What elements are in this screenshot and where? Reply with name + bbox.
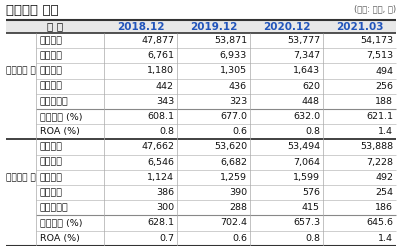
Text: 448: 448 bbox=[302, 97, 320, 106]
Text: 323: 323 bbox=[229, 97, 247, 106]
Text: (단위: 억원, 배): (단위: 억원, 배) bbox=[354, 4, 396, 13]
Text: 2020.12: 2020.12 bbox=[263, 21, 310, 31]
Text: 620: 620 bbox=[302, 82, 320, 91]
Text: ROA (%): ROA (%) bbox=[40, 127, 80, 136]
Text: 자본총계: 자본총계 bbox=[40, 51, 63, 60]
Text: 0.6: 0.6 bbox=[232, 127, 247, 136]
Text: 영업이익: 영업이익 bbox=[40, 66, 63, 76]
Text: 0.7: 0.7 bbox=[159, 234, 174, 243]
Text: 390: 390 bbox=[229, 188, 247, 197]
Text: 자본총계: 자본총계 bbox=[40, 158, 63, 167]
Text: 세전이익: 세전이익 bbox=[40, 188, 63, 197]
Bar bbox=[6, 20, 396, 33]
Text: 1.4: 1.4 bbox=[378, 234, 393, 243]
Text: 부채비율 (%): 부채비율 (%) bbox=[40, 218, 82, 228]
Text: 7,347: 7,347 bbox=[293, 51, 320, 60]
Text: 343: 343 bbox=[156, 97, 174, 106]
Text: 54,173: 54,173 bbox=[360, 36, 393, 45]
Text: 당기순이익: 당기순이익 bbox=[40, 203, 69, 212]
Text: 0.6: 0.6 bbox=[232, 234, 247, 243]
Text: 621.1: 621.1 bbox=[366, 112, 393, 121]
Text: 702.4: 702.4 bbox=[220, 218, 247, 228]
Text: 415: 415 bbox=[302, 203, 320, 212]
Text: 53,777: 53,777 bbox=[287, 36, 320, 45]
Text: 부채비율 (%): 부채비율 (%) bbox=[40, 112, 82, 121]
Text: 1,599: 1,599 bbox=[293, 173, 320, 182]
Text: 53,888: 53,888 bbox=[360, 142, 393, 152]
Text: 2018.12: 2018.12 bbox=[117, 21, 164, 31]
Text: 자산총계: 자산총계 bbox=[40, 36, 63, 45]
Text: 628.1: 628.1 bbox=[147, 218, 174, 228]
Text: 0.8: 0.8 bbox=[305, 234, 320, 243]
Text: 자산총계: 자산총계 bbox=[40, 142, 63, 152]
Text: 6,546: 6,546 bbox=[147, 158, 174, 167]
Text: 254: 254 bbox=[375, 188, 393, 197]
Text: 300: 300 bbox=[156, 203, 174, 212]
Text: 1,643: 1,643 bbox=[293, 66, 320, 76]
Text: 영업이익: 영업이익 bbox=[40, 173, 63, 182]
Text: 442: 442 bbox=[156, 82, 174, 91]
Text: 7,513: 7,513 bbox=[366, 51, 393, 60]
Text: 정정공시 전: 정정공시 전 bbox=[6, 66, 36, 76]
Text: 492: 492 bbox=[375, 173, 393, 182]
Text: 6,682: 6,682 bbox=[220, 158, 247, 167]
Text: 1,124: 1,124 bbox=[147, 173, 174, 182]
Text: 608.1: 608.1 bbox=[147, 112, 174, 121]
Text: 1.4: 1.4 bbox=[378, 127, 393, 136]
Text: 657.3: 657.3 bbox=[293, 218, 320, 228]
Text: 188: 188 bbox=[375, 97, 393, 106]
Text: 677.0: 677.0 bbox=[220, 112, 247, 121]
Text: 0.8: 0.8 bbox=[305, 127, 320, 136]
Text: ROA (%): ROA (%) bbox=[40, 234, 80, 243]
Text: 288: 288 bbox=[229, 203, 247, 212]
Text: 구 분: 구 분 bbox=[47, 21, 63, 31]
Text: 7,064: 7,064 bbox=[293, 158, 320, 167]
Text: 47,877: 47,877 bbox=[141, 36, 174, 45]
Text: 세전이익: 세전이익 bbox=[40, 82, 63, 91]
Text: 6,933: 6,933 bbox=[220, 51, 247, 60]
Text: 436: 436 bbox=[229, 82, 247, 91]
Text: 645.6: 645.6 bbox=[366, 218, 393, 228]
Text: 2019.12: 2019.12 bbox=[190, 21, 237, 31]
Text: 6,761: 6,761 bbox=[147, 51, 174, 60]
Text: 47,662: 47,662 bbox=[141, 142, 174, 152]
Text: 정정공시 후: 정정공시 후 bbox=[6, 173, 36, 182]
Text: 576: 576 bbox=[302, 188, 320, 197]
Text: 53,871: 53,871 bbox=[214, 36, 247, 45]
Text: 2021.03: 2021.03 bbox=[336, 21, 383, 31]
Text: 당기순이익: 당기순이익 bbox=[40, 97, 69, 106]
Text: 632.0: 632.0 bbox=[293, 112, 320, 121]
Text: 0.8: 0.8 bbox=[159, 127, 174, 136]
Text: 186: 186 bbox=[375, 203, 393, 212]
Text: 256: 256 bbox=[375, 82, 393, 91]
Text: 1,259: 1,259 bbox=[220, 173, 247, 182]
Text: 53,620: 53,620 bbox=[214, 142, 247, 152]
Text: 386: 386 bbox=[156, 188, 174, 197]
Text: 494: 494 bbox=[375, 66, 393, 76]
Text: 1,305: 1,305 bbox=[220, 66, 247, 76]
Text: 1,180: 1,180 bbox=[147, 66, 174, 76]
Text: 53,494: 53,494 bbox=[287, 142, 320, 152]
Text: 7,228: 7,228 bbox=[366, 158, 393, 167]
Text: 재무제표 변동: 재무제표 변동 bbox=[6, 4, 59, 17]
